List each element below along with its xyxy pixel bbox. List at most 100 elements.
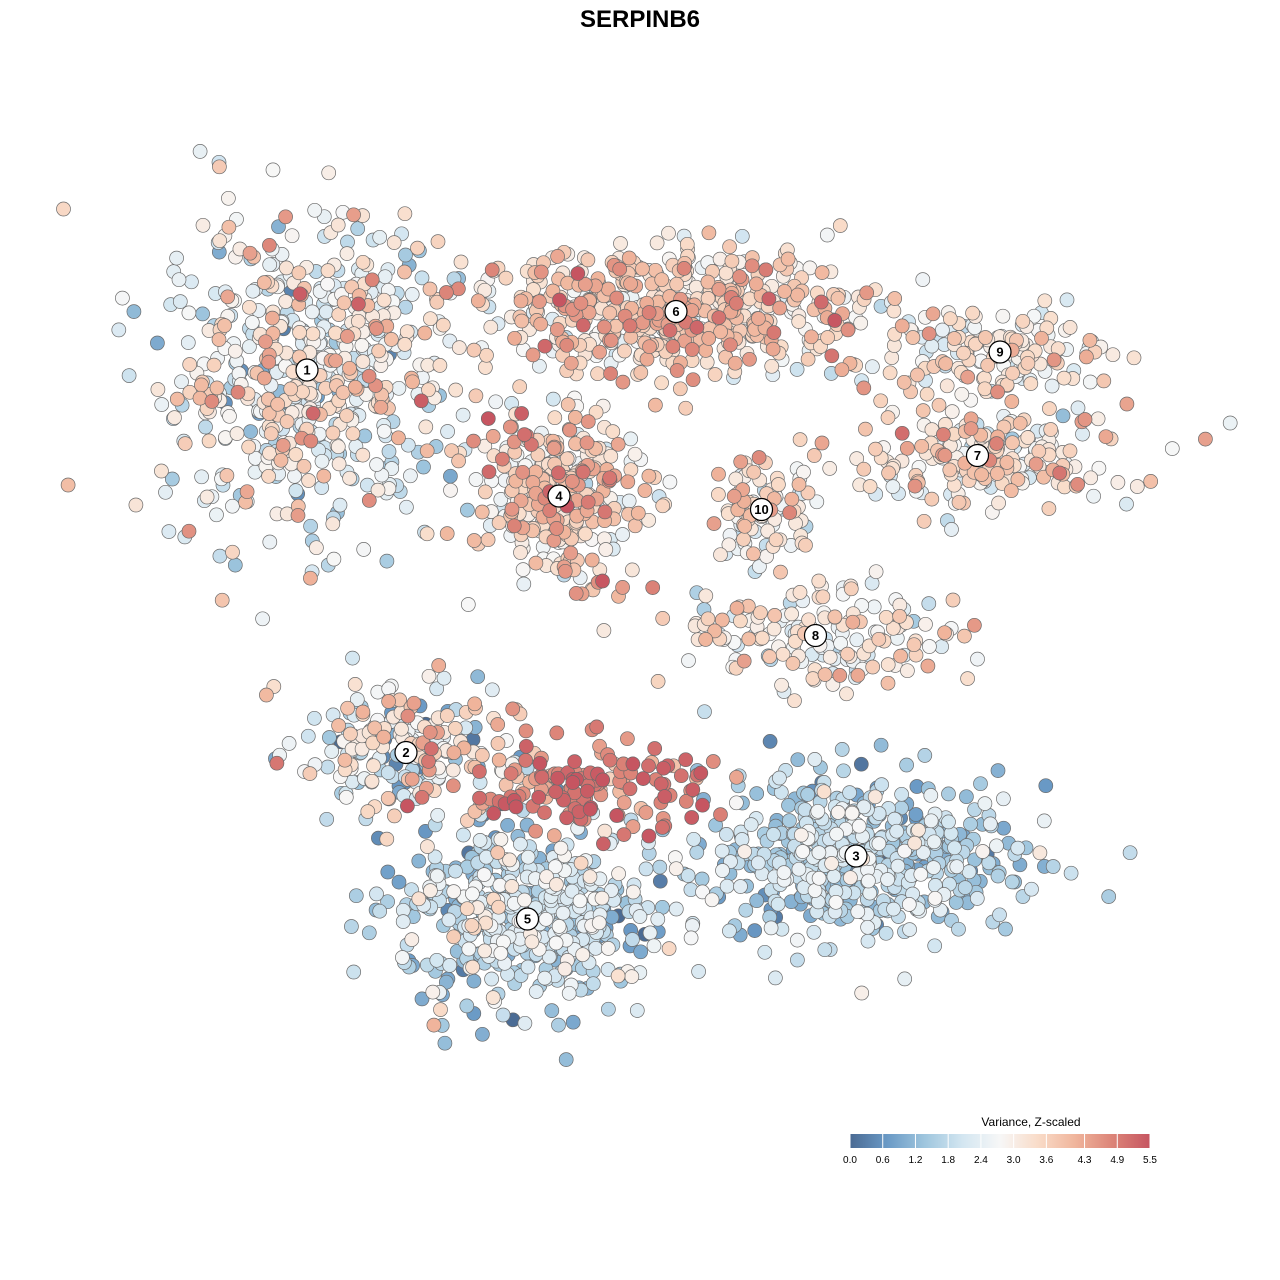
cell-point — [405, 374, 420, 390]
cell-point — [923, 788, 939, 803]
cell-point — [665, 339, 681, 354]
cell-point — [192, 144, 208, 159]
cell-point — [477, 484, 493, 500]
cell-point — [743, 817, 759, 832]
cell-point — [919, 386, 935, 402]
cell-point — [761, 291, 777, 307]
cell-point — [650, 674, 666, 689]
cell-point — [546, 533, 562, 548]
cell-point — [914, 438, 930, 454]
cell-point — [960, 671, 975, 686]
cell-point — [288, 483, 304, 498]
cell-point — [319, 811, 335, 827]
cell-point — [792, 585, 808, 600]
cell-point — [550, 770, 566, 786]
cell-point — [548, 935, 564, 951]
cell-point — [763, 920, 779, 936]
cell-point — [304, 304, 320, 320]
cluster-label-text: 9 — [996, 345, 1003, 360]
cell-point — [503, 419, 518, 435]
cell-point — [844, 805, 860, 821]
cell-point — [575, 317, 591, 333]
cell-point — [615, 580, 630, 595]
cell-point — [484, 262, 500, 278]
cell-point — [564, 474, 580, 489]
cell-point — [602, 470, 618, 486]
cell-point — [355, 447, 371, 463]
cell-point — [961, 864, 977, 880]
cell-point — [633, 944, 649, 960]
cell-point — [774, 677, 789, 693]
cell-point — [963, 421, 979, 437]
cell-point — [796, 464, 811, 480]
cell-point — [541, 949, 557, 965]
cell-point — [937, 625, 952, 641]
cell-point — [695, 884, 710, 900]
cell-point — [820, 330, 835, 345]
cell-point — [439, 708, 455, 723]
cell-point — [892, 608, 907, 624]
cell-point — [621, 493, 637, 509]
cell-point — [630, 505, 646, 521]
cell-point — [641, 305, 657, 320]
cell-point — [899, 440, 915, 456]
cell-point — [662, 474, 678, 490]
cell-point — [344, 919, 359, 934]
cell-point — [436, 670, 452, 686]
cell-point — [923, 813, 939, 829]
cell-point — [430, 234, 446, 249]
cell-point — [741, 631, 757, 647]
cell-point — [559, 337, 575, 353]
cell-point — [719, 878, 735, 894]
cell-point — [490, 845, 506, 860]
cell-point — [545, 391, 561, 407]
cell-point — [843, 581, 859, 597]
cell-point — [364, 773, 380, 789]
cell-point — [582, 869, 598, 885]
cell-point — [698, 588, 714, 604]
cell-point — [369, 457, 384, 472]
cell-point — [1032, 845, 1048, 861]
cell-point — [279, 414, 295, 429]
cell-point — [680, 868, 696, 883]
cell-point — [881, 465, 896, 481]
cell-point — [736, 653, 752, 669]
cell-point — [551, 1017, 566, 1033]
cell-point — [954, 386, 970, 402]
cell-point — [225, 498, 240, 514]
cluster-label-badge — [515, 907, 540, 931]
cell-point — [441, 912, 457, 928]
cell-point — [182, 357, 198, 372]
cell-point — [610, 436, 626, 452]
cell-point — [442, 958, 458, 973]
cell-point — [911, 822, 926, 838]
cell-point — [795, 844, 811, 859]
cell-point — [1101, 889, 1117, 904]
cell-point — [713, 324, 728, 340]
cell-point — [771, 477, 786, 492]
legend-tick-label: 0.6 — [876, 1155, 890, 1166]
cell-point — [291, 265, 307, 281]
cell-point — [989, 838, 1004, 854]
cell-point — [451, 453, 466, 469]
cell-point — [585, 976, 601, 992]
cluster-label-text: 7 — [974, 448, 981, 463]
cell-point — [815, 589, 831, 605]
cell-point — [1062, 320, 1078, 335]
cell-point — [239, 484, 255, 500]
cell-point — [807, 752, 823, 767]
cell-point — [945, 592, 961, 608]
cell-point — [466, 433, 481, 449]
cell-point — [331, 456, 347, 472]
cluster-label-text: 4 — [555, 489, 563, 504]
cell-point — [504, 879, 520, 894]
cell-point — [791, 314, 807, 329]
cell-point — [181, 305, 197, 321]
cell-point — [646, 938, 662, 954]
cell-point — [575, 464, 591, 480]
cell-point — [737, 518, 753, 534]
cell-point — [611, 866, 626, 882]
cell-point — [262, 257, 278, 273]
cluster-label-badge — [749, 497, 774, 522]
cell-point — [978, 330, 993, 345]
